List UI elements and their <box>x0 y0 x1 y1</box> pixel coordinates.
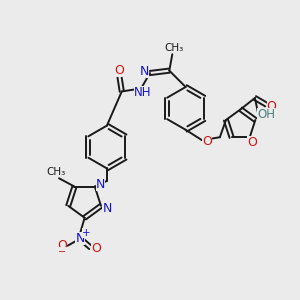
Text: O: O <box>57 239 67 252</box>
Text: O: O <box>114 64 124 76</box>
Text: N: N <box>102 202 112 215</box>
Text: O: O <box>247 136 257 149</box>
Text: OH: OH <box>257 108 275 121</box>
Text: CH₃: CH₃ <box>46 167 66 177</box>
Text: O: O <box>202 135 212 148</box>
Text: N: N <box>76 232 85 245</box>
Text: O: O <box>267 100 277 113</box>
Text: N: N <box>96 178 105 191</box>
Text: N: N <box>140 65 149 78</box>
Text: −: − <box>58 247 66 257</box>
Text: NH: NH <box>134 86 151 99</box>
Text: +: + <box>82 228 91 238</box>
Text: O: O <box>91 242 101 256</box>
Text: CH₃: CH₃ <box>164 43 183 53</box>
